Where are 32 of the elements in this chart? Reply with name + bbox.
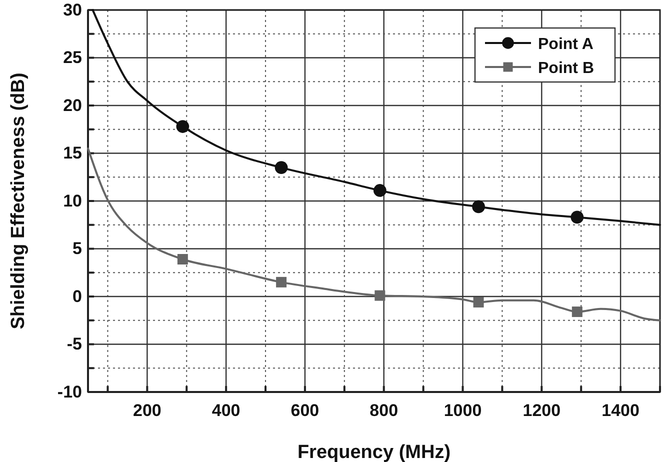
legend-label: Point B (538, 60, 594, 77)
y-tick-label: -10 (57, 382, 82, 402)
point (373, 184, 386, 197)
y-tick-label: 25 (63, 48, 82, 68)
y-tick-label: 5 (72, 239, 82, 258)
x-tick-label: 1000 (444, 401, 482, 420)
point (570, 210, 584, 224)
point (274, 161, 288, 174)
point (177, 254, 188, 264)
x-tick-label: 800 (370, 401, 398, 420)
y-tick-label: 20 (63, 96, 82, 115)
line-series (92, 9, 661, 226)
point (276, 276, 287, 288)
y-tick-label: -5 (66, 334, 82, 354)
y-axis-title: Shielding Effectiveness (dB) (8, 72, 29, 330)
x-tick-label: 400 (212, 401, 240, 420)
x-axis-title: Frequency (MHz) (297, 442, 451, 462)
x-tick-label: 1200 (522, 401, 561, 420)
y-tick-label: 15 (63, 144, 82, 163)
x-tick-label: 1400 (602, 401, 640, 420)
point (473, 296, 484, 308)
point (374, 290, 386, 301)
point (572, 306, 582, 318)
y-tick-label: 30 (63, 0, 82, 20)
y-tick-label: 0 (72, 286, 82, 306)
point (176, 120, 190, 133)
point (472, 200, 485, 214)
x-tick-label: 200 (132, 401, 162, 420)
legend-label: Point A (538, 36, 594, 53)
y-tick-label: 10 (63, 191, 82, 210)
line-series (87, 147, 661, 322)
x-tick-label: 600 (290, 401, 320, 420)
